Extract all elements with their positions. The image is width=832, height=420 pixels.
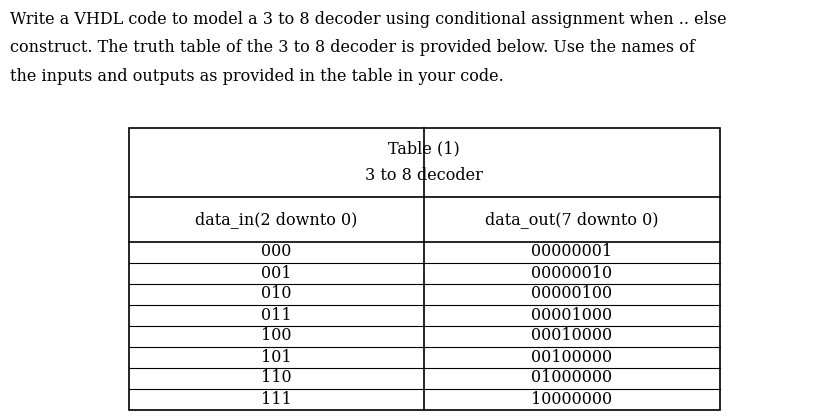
Text: 101: 101 xyxy=(261,349,292,365)
Bar xyxy=(129,128,720,410)
Text: Table (1): Table (1) xyxy=(389,141,460,158)
Text: Write a VHDL code to model a 3 to 8 decoder using conditional assignment when ..: Write a VHDL code to model a 3 to 8 deco… xyxy=(10,10,726,27)
Text: 001: 001 xyxy=(261,265,292,281)
Text: 00010000: 00010000 xyxy=(532,328,612,344)
Text: 01000000: 01000000 xyxy=(532,370,612,386)
Text: 10000000: 10000000 xyxy=(532,391,612,407)
Text: data_out(7 downto 0): data_out(7 downto 0) xyxy=(485,211,659,228)
Text: the inputs and outputs as provided in the table in your code.: the inputs and outputs as provided in th… xyxy=(10,68,503,84)
Text: 111: 111 xyxy=(261,391,292,407)
Text: 010: 010 xyxy=(261,286,292,302)
Text: 000: 000 xyxy=(261,244,292,260)
Text: 00000001: 00000001 xyxy=(532,244,612,260)
Text: 3 to 8 decoder: 3 to 8 decoder xyxy=(365,167,483,184)
Text: 00001000: 00001000 xyxy=(532,307,612,323)
Text: 110: 110 xyxy=(261,370,292,386)
Text: 100: 100 xyxy=(261,328,292,344)
Text: 00000100: 00000100 xyxy=(532,286,612,302)
Text: data_in(2 downto 0): data_in(2 downto 0) xyxy=(196,211,358,228)
Text: 00000010: 00000010 xyxy=(532,265,612,281)
Text: construct. The truth table of the 3 to 8 decoder is provided below. Use the name: construct. The truth table of the 3 to 8… xyxy=(10,39,695,56)
Text: 011: 011 xyxy=(261,307,292,323)
Text: 00100000: 00100000 xyxy=(532,349,612,365)
